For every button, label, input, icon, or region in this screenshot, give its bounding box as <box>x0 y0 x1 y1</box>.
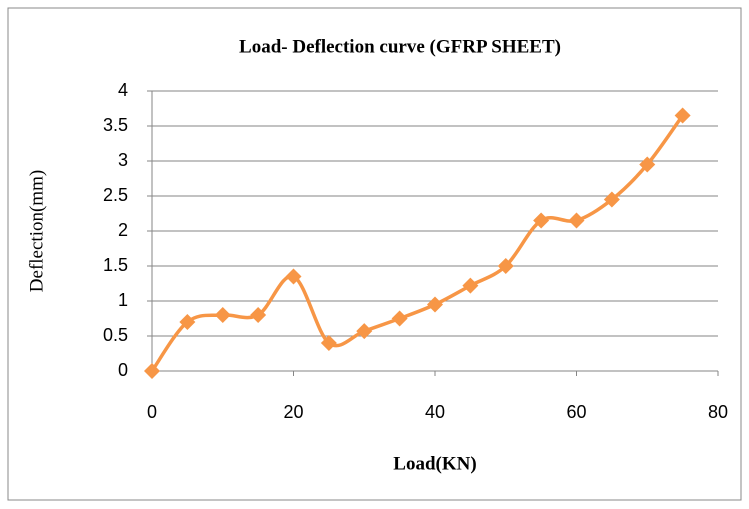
x-tick-label: 40 <box>425 402 445 422</box>
marker <box>674 107 691 124</box>
marker <box>427 296 443 313</box>
marker <box>214 307 231 323</box>
marker <box>285 268 302 285</box>
y-tick-label: 0 <box>118 360 128 380</box>
marker <box>391 310 408 327</box>
marker <box>144 363 160 379</box>
y-tick-label: 1 <box>118 290 128 310</box>
marker <box>250 307 267 323</box>
marker <box>462 277 479 294</box>
y-axis-label: Deflection(mm) <box>26 170 47 292</box>
y-tick-label: 0.5 <box>103 325 128 345</box>
chart-title: Load- Deflection curve (GFRP SHEET) <box>239 36 561 57</box>
y-tick-label: 3.5 <box>103 115 128 135</box>
x-tick-label: 20 <box>283 402 303 422</box>
marker <box>497 258 514 274</box>
x-axis-label: Load(KN) <box>393 453 476 474</box>
x-tick-label: 60 <box>566 402 586 422</box>
marker <box>356 323 373 340</box>
y-tick-label: 2 <box>118 220 128 240</box>
marker <box>179 314 196 330</box>
marker <box>320 335 337 351</box>
y-tick-label: 2.5 <box>103 185 128 205</box>
marker <box>533 212 550 229</box>
marker <box>603 191 620 208</box>
marker <box>639 156 656 173</box>
line <box>150 114 685 373</box>
x-tick-label: 80 <box>708 402 728 422</box>
y-tick-label: 4 <box>118 80 128 100</box>
x-tick-label: 0 <box>147 402 157 422</box>
y-tick-label: 1.5 <box>103 255 128 275</box>
marker <box>568 212 585 229</box>
chart-border <box>7 7 742 501</box>
y-tick-label: 3 <box>118 150 128 170</box>
